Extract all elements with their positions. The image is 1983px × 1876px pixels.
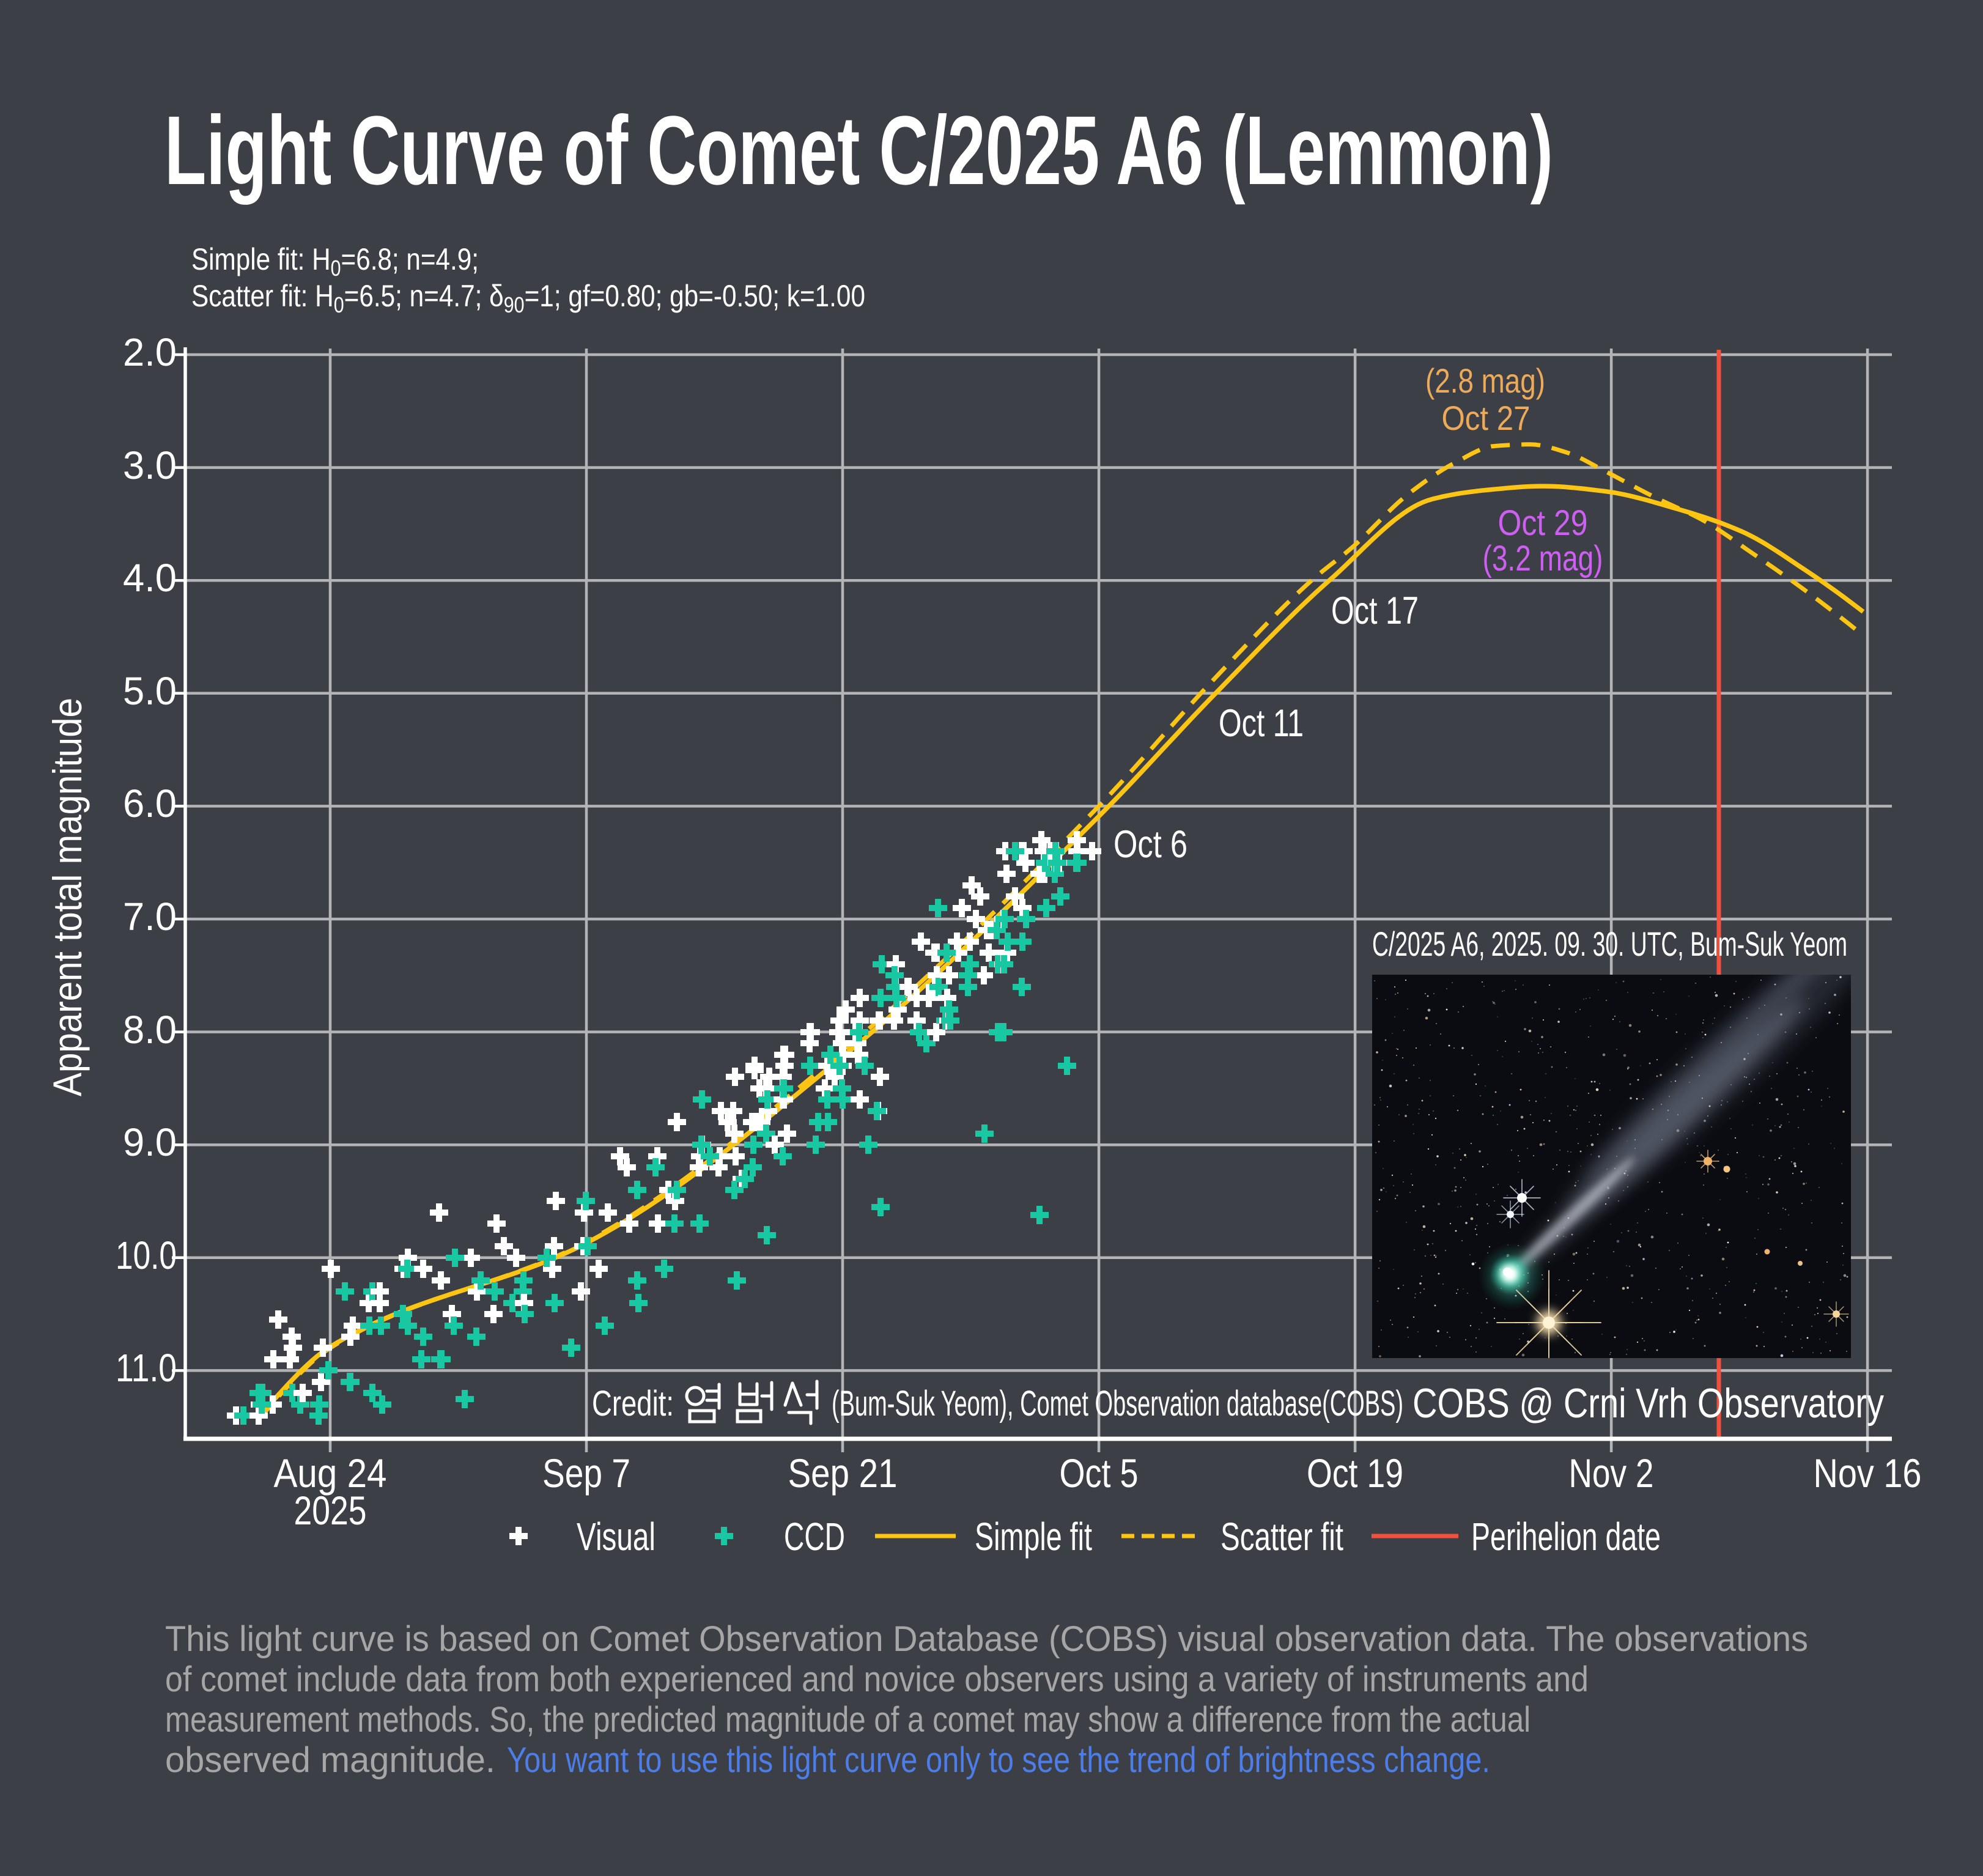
svg-text:of comet include data from bot: of comet include data from both experien… (165, 1660, 1589, 1699)
svg-text:7.0: 7.0 (123, 895, 177, 939)
svg-text:9.0: 9.0 (123, 1120, 177, 1164)
svg-text:C/2025 A6, 2025. 09. 30. UTC,: C/2025 A6, 2025. 09. 30. UTC, Bum-Suk Ye… (1372, 925, 1847, 963)
svg-text:Scatter fit: Scatter fit (1220, 1515, 1343, 1559)
svg-text:Oct 6: Oct 6 (1113, 823, 1187, 866)
svg-text:Apparent total magnitude: Apparent total magnitude (45, 698, 90, 1096)
svg-text:Oct 17: Oct 17 (1331, 589, 1419, 632)
svg-text:8.0: 8.0 (123, 1008, 177, 1052)
svg-text:You want to use this light cur: You want to use this light curve only to… (507, 1740, 1490, 1780)
svg-text:This light curve is based on C: This light curve is based on Comet Obser… (165, 1619, 1808, 1659)
svg-text:6.0: 6.0 (123, 781, 177, 825)
svg-text:observed magnitude.: observed magnitude. (165, 1740, 495, 1780)
svg-text:Nov 2: Nov 2 (1569, 1450, 1654, 1496)
svg-text:(2.8 mag): (2.8 mag) (1425, 361, 1545, 400)
svg-text:10.0: 10.0 (116, 1233, 177, 1277)
svg-text:(Bum-Suk Yeom), Comet Observat: (Bum-Suk Yeom), Comet Observation databa… (832, 1384, 1403, 1424)
svg-text:CCD: CCD (784, 1515, 845, 1559)
svg-text:3.0: 3.0 (123, 443, 177, 487)
svg-text:Oct 11: Oct 11 (1219, 702, 1304, 745)
svg-text:Credit:: Credit: (592, 1384, 674, 1424)
svg-text:Sep 21: Sep 21 (788, 1450, 898, 1496)
svg-text:Nov 16: Nov 16 (1814, 1450, 1922, 1496)
svg-text:Visual: Visual (577, 1515, 655, 1559)
svg-text:11.0: 11.0 (116, 1346, 177, 1390)
svg-text:Oct 19: Oct 19 (1307, 1450, 1403, 1496)
svg-text:2025: 2025 (294, 1488, 367, 1533)
svg-text:Perihelion date: Perihelion date (1471, 1515, 1661, 1559)
svg-text:5.0: 5.0 (123, 669, 177, 713)
svg-text:Aug 24: Aug 24 (274, 1450, 387, 1496)
svg-text:4.0: 4.0 (123, 556, 177, 600)
svg-text:Oct 27: Oct 27 (1442, 399, 1531, 437)
svg-text:Sep 7: Sep 7 (542, 1450, 630, 1496)
svg-text:measurement methods. So, the p: measurement methods. So, the predicted m… (165, 1700, 1531, 1740)
svg-text:COBS @ Crni Vrh Observatory: COBS @ Crni Vrh Observatory (1412, 1380, 1884, 1427)
svg-text:Oct 5: Oct 5 (1060, 1450, 1139, 1496)
svg-text:Light Curve of Comet C/2025 A6: Light Curve of Comet C/2025 A6 (Lemmon) (164, 95, 1553, 205)
svg-text:Oct 29: Oct 29 (1498, 503, 1588, 543)
svg-text:Simple fit: Simple fit (975, 1515, 1092, 1559)
svg-text:Scatter fit: H0=6.5; n=4.7; δ9: Scatter fit: H0=6.5; n=4.7; δ90=1; gf=0.… (191, 279, 865, 317)
svg-text:(3.2 mag): (3.2 mag) (1483, 539, 1603, 578)
svg-text:2.0: 2.0 (123, 330, 177, 374)
